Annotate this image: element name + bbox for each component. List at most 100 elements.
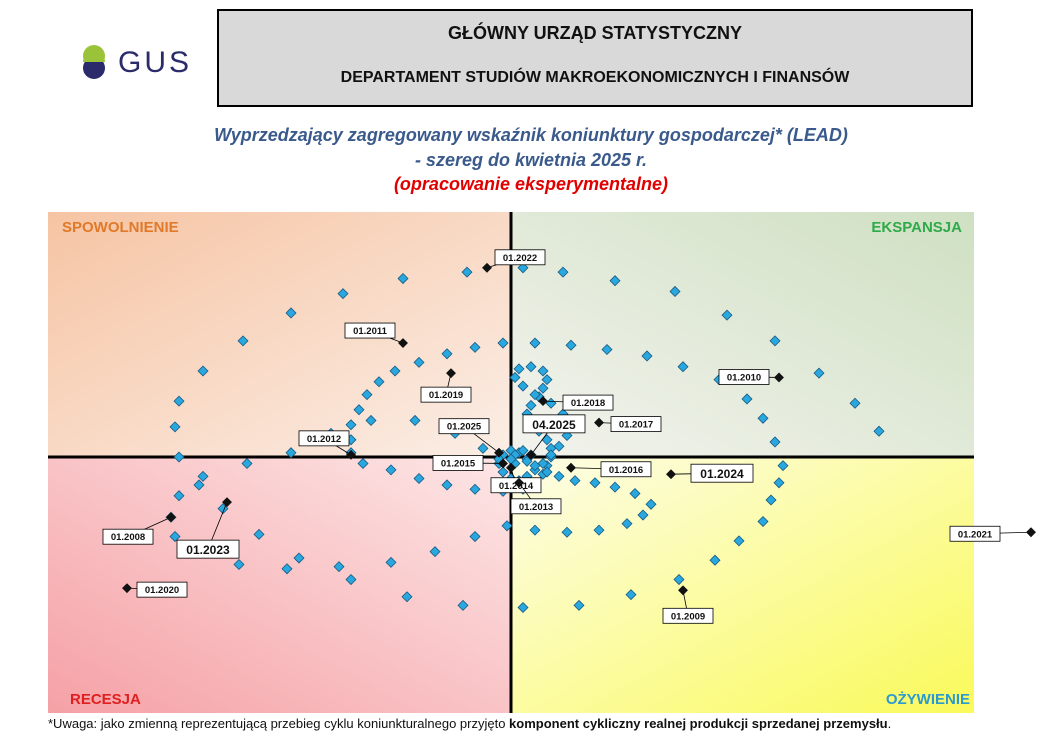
date-label-text: 01.2019 (429, 390, 463, 401)
date-label-text: 01.2014 (499, 481, 534, 492)
data-point (173, 490, 185, 502)
label-ozywienie: OŻYWIENIE (886, 691, 970, 708)
date-label-box (420, 386, 472, 403)
highlight-point (566, 462, 576, 473)
date-label-box (562, 394, 614, 411)
data-point (529, 337, 541, 349)
data-point (513, 363, 525, 375)
date-label-box (102, 528, 154, 545)
data-point (561, 526, 573, 538)
date-label-text: 01.2022 (503, 253, 537, 264)
data-point (373, 376, 385, 388)
data-point (253, 528, 265, 540)
highlight-point (666, 469, 676, 480)
date-label-text: 01.2010 (727, 372, 761, 383)
label-spowolnienie: SPOWOLNIENIE (62, 219, 179, 236)
date-label-box (949, 525, 1001, 542)
chart-subtitle: - szereg do kwietnia 2025 r. (414, 150, 648, 170)
data-point (525, 399, 537, 411)
data-point (593, 524, 605, 536)
data-point (193, 479, 205, 491)
date-label-box (432, 455, 484, 471)
data-point (169, 421, 181, 433)
data-point (565, 339, 577, 351)
highlight-point (774, 372, 784, 383)
data-point (409, 414, 421, 426)
highlight-point (346, 449, 356, 460)
data-point (413, 472, 425, 485)
data-point (637, 509, 649, 521)
highlight-point (526, 449, 536, 460)
label-ekspansja: EKSPANSJA (871, 219, 962, 236)
date-label-text: 01.2011 (353, 326, 388, 337)
date-label-box (522, 414, 586, 434)
date-label-box (662, 607, 714, 624)
date-label-box (490, 477, 542, 494)
data-point (517, 445, 529, 457)
data-point (541, 434, 553, 446)
highlight-point (498, 458, 508, 469)
date-label-box (610, 416, 662, 433)
data-point (545, 442, 557, 454)
date-label-box (438, 418, 490, 435)
highlight-point (122, 583, 132, 594)
date-label-text: 01.2015 (441, 458, 476, 469)
data-point (813, 367, 825, 379)
chart-title: Wyprzedzający zagregowany wskaźnik koniu… (214, 125, 848, 145)
data-point (529, 524, 541, 536)
quadrant-ozywienie (511, 457, 974, 713)
data-point (525, 361, 537, 373)
data-point (173, 451, 185, 463)
data-point (505, 453, 517, 465)
gus-logo: GUS (78, 36, 198, 86)
data-point (769, 335, 781, 347)
highlight-point (1026, 527, 1036, 538)
date-label-text: 01.2021 (958, 529, 993, 540)
data-point (345, 574, 357, 586)
data-point (545, 397, 557, 409)
date-label-box (690, 463, 754, 483)
highlight-point (166, 512, 176, 523)
data-point (757, 515, 769, 528)
data-point (285, 447, 297, 459)
data-point (677, 361, 689, 373)
data-point (709, 554, 721, 566)
data-point (233, 558, 245, 571)
data-point (337, 288, 349, 300)
data-point (365, 414, 377, 426)
data-point (673, 574, 685, 586)
data-point (557, 266, 569, 278)
data-point (641, 350, 653, 362)
footnote-suffix: . (887, 716, 892, 731)
data-point (517, 601, 529, 614)
highlight-point (594, 417, 604, 428)
date-labels: 01.2022 01.2011 01.2010 01.2019 01.2018 01.20… (102, 249, 1036, 624)
data-point (569, 475, 581, 487)
date-label-text: 01.2017 (619, 420, 653, 431)
data-point (197, 470, 209, 482)
data-point (477, 442, 489, 454)
quadrant-ekspansja (511, 212, 974, 457)
data-point (509, 371, 521, 383)
data-point (545, 449, 557, 461)
date-label-box (136, 581, 188, 598)
data-point (457, 599, 469, 611)
data-point (345, 419, 357, 431)
data-point (169, 531, 181, 543)
date-label-text: 01.2012 (307, 434, 341, 445)
data-point (461, 266, 473, 278)
date-label-text: 01.2018 (571, 398, 605, 409)
data-point (497, 466, 509, 478)
data-point (285, 307, 297, 319)
date-label-box (600, 461, 652, 478)
data-point (629, 488, 641, 500)
highlight-point (398, 338, 408, 348)
data-point (621, 518, 633, 530)
data-point (573, 599, 585, 611)
date-label-box (344, 322, 396, 339)
data-point (609, 481, 621, 493)
highlight-point (538, 396, 548, 407)
date-label-text: 01.2023 (186, 543, 230, 557)
header-box: GŁÓWNY URZĄD STATYSTYCZNY DEPARTAMENT ST… (217, 9, 973, 107)
